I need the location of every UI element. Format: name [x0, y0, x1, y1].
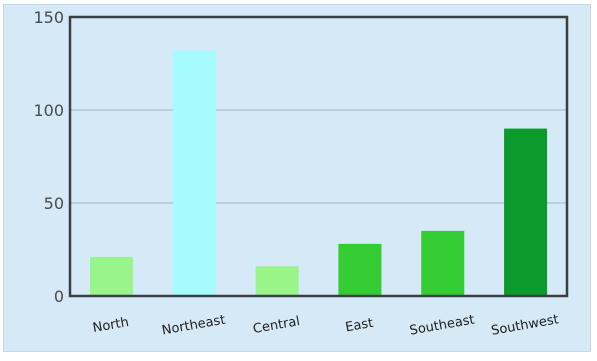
x-category-label-east: East [344, 316, 374, 336]
x-axis-category-labels: North Northeast Central East Southeast Southw… [92, 312, 560, 339]
y-tick-label: 150 [33, 8, 64, 27]
y-axis-tick-labels: 0 50 100 150 [33, 8, 64, 306]
bar-northeast [172, 50, 216, 297]
x-category-label-central: Central [252, 314, 301, 337]
bar-southwest [504, 128, 548, 296]
bars [89, 50, 548, 297]
y-tick-label: 50 [44, 194, 64, 213]
bar-central [255, 266, 299, 296]
bar-east [338, 243, 382, 296]
plot-area-border [68, 15, 569, 298]
bar-north [89, 256, 133, 296]
y-tick-label: 100 [33, 101, 64, 120]
x-category-label-southeast: Southeast [409, 312, 476, 338]
bar-southeast [421, 230, 465, 296]
y-tick-label: 0 [54, 287, 64, 306]
x-category-label-southwest: Southwest [490, 312, 560, 339]
x-category-label-northeast: Northeast [161, 313, 227, 339]
x-category-label-north: North [92, 315, 130, 336]
gridlines [70, 109, 567, 204]
